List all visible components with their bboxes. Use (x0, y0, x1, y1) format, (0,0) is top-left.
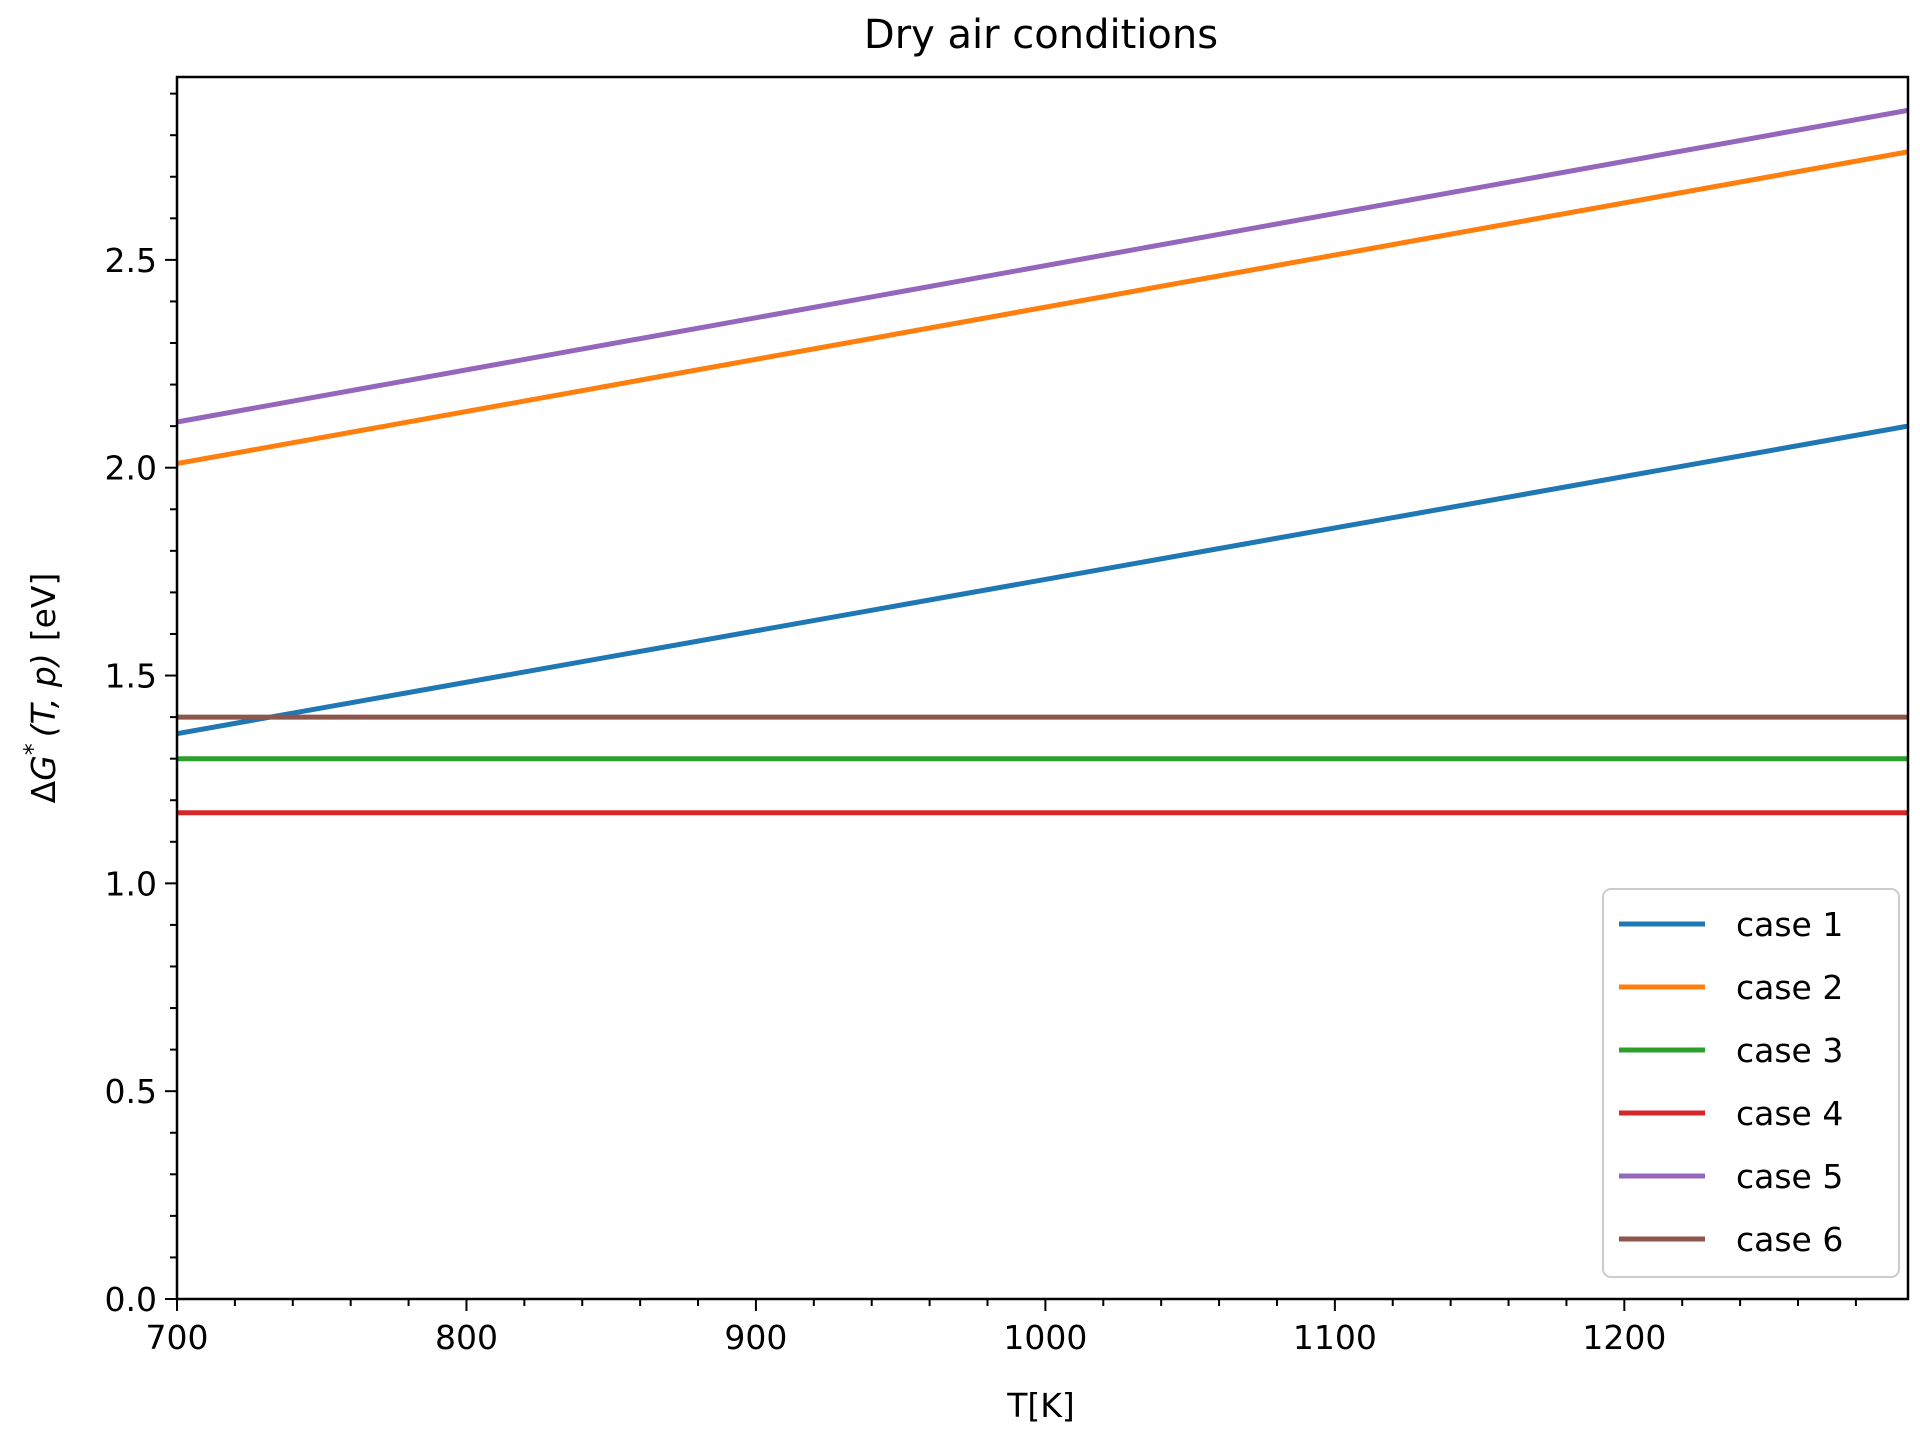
x-axis: 700 800 900 1000 1100 1200 (146, 1299, 1857, 1357)
y-axis-title-args: (T, p) (24, 653, 63, 737)
legend: case 1 case 2 case 3 case 4 case 5 case 6 (1602, 888, 1900, 1278)
legend-entries: case 1 case 2 case 3 case 4 case 5 case 6 (1619, 905, 1843, 1259)
y-tick-label: 0.5 (105, 1072, 157, 1111)
y-axis-title-unit: [eV] (24, 573, 63, 642)
plot-frame (175, 75, 1910, 1301)
legend-label-case-6: case 6 (1736, 1220, 1843, 1259)
series-line-case-2 (176, 149, 1909, 467)
legend-label-case-3: case 3 (1736, 1031, 1843, 1070)
y-tick-label: 2.5 (105, 241, 157, 280)
series-line-case-1 (176, 423, 1909, 737)
series-line-case-5 (176, 107, 1909, 425)
y-axis-title-star: * (19, 743, 47, 755)
y-tick-label: 2.0 (105, 449, 157, 488)
y-axis: 0.0 0.5 1.0 1.5 2.0 2.5 (105, 92, 177, 1319)
y-tick-label: 1.0 (105, 864, 157, 903)
legend-label-case-4: case 4 (1736, 1094, 1843, 1133)
x-tick-label: 1000 (1003, 1318, 1087, 1357)
legend-box (1602, 888, 1900, 1278)
y-axis-title: ΔG* (T, p) [eV] (19, 573, 63, 804)
y-axis-title-g: G (24, 755, 63, 781)
series-layer (176, 107, 1909, 816)
x-tick-label: 1200 (1582, 1318, 1666, 1357)
legend-label-case-2: case 2 (1736, 968, 1843, 1007)
y-axis-title-delta: Δ (24, 780, 63, 803)
legend-label-case-5: case 5 (1736, 1157, 1843, 1196)
x-axis-title: T[K] (1006, 1386, 1075, 1425)
x-tick-label: 1100 (1293, 1318, 1377, 1357)
x-tick-label: 900 (724, 1318, 787, 1357)
y-tick-label: 0.0 (105, 1280, 157, 1319)
y-tick-label: 1.5 (105, 657, 157, 696)
chart-title: Dry air conditions (864, 12, 1218, 58)
legend-label-case-1: case 1 (1736, 905, 1843, 944)
x-tick-label: 800 (435, 1318, 498, 1357)
x-tick-label: 700 (146, 1318, 209, 1357)
